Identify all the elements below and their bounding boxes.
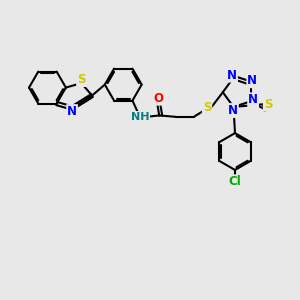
Text: N: N [248, 93, 258, 106]
Text: N: N [227, 69, 237, 82]
Text: S: S [203, 100, 211, 114]
Text: S: S [77, 73, 86, 86]
Text: Cl: Cl [229, 175, 242, 188]
Text: S: S [264, 98, 272, 111]
Text: N: N [67, 105, 77, 118]
Text: O: O [153, 92, 163, 105]
Text: N: N [247, 74, 257, 87]
Text: N: N [228, 104, 238, 117]
Text: NH: NH [130, 112, 149, 122]
